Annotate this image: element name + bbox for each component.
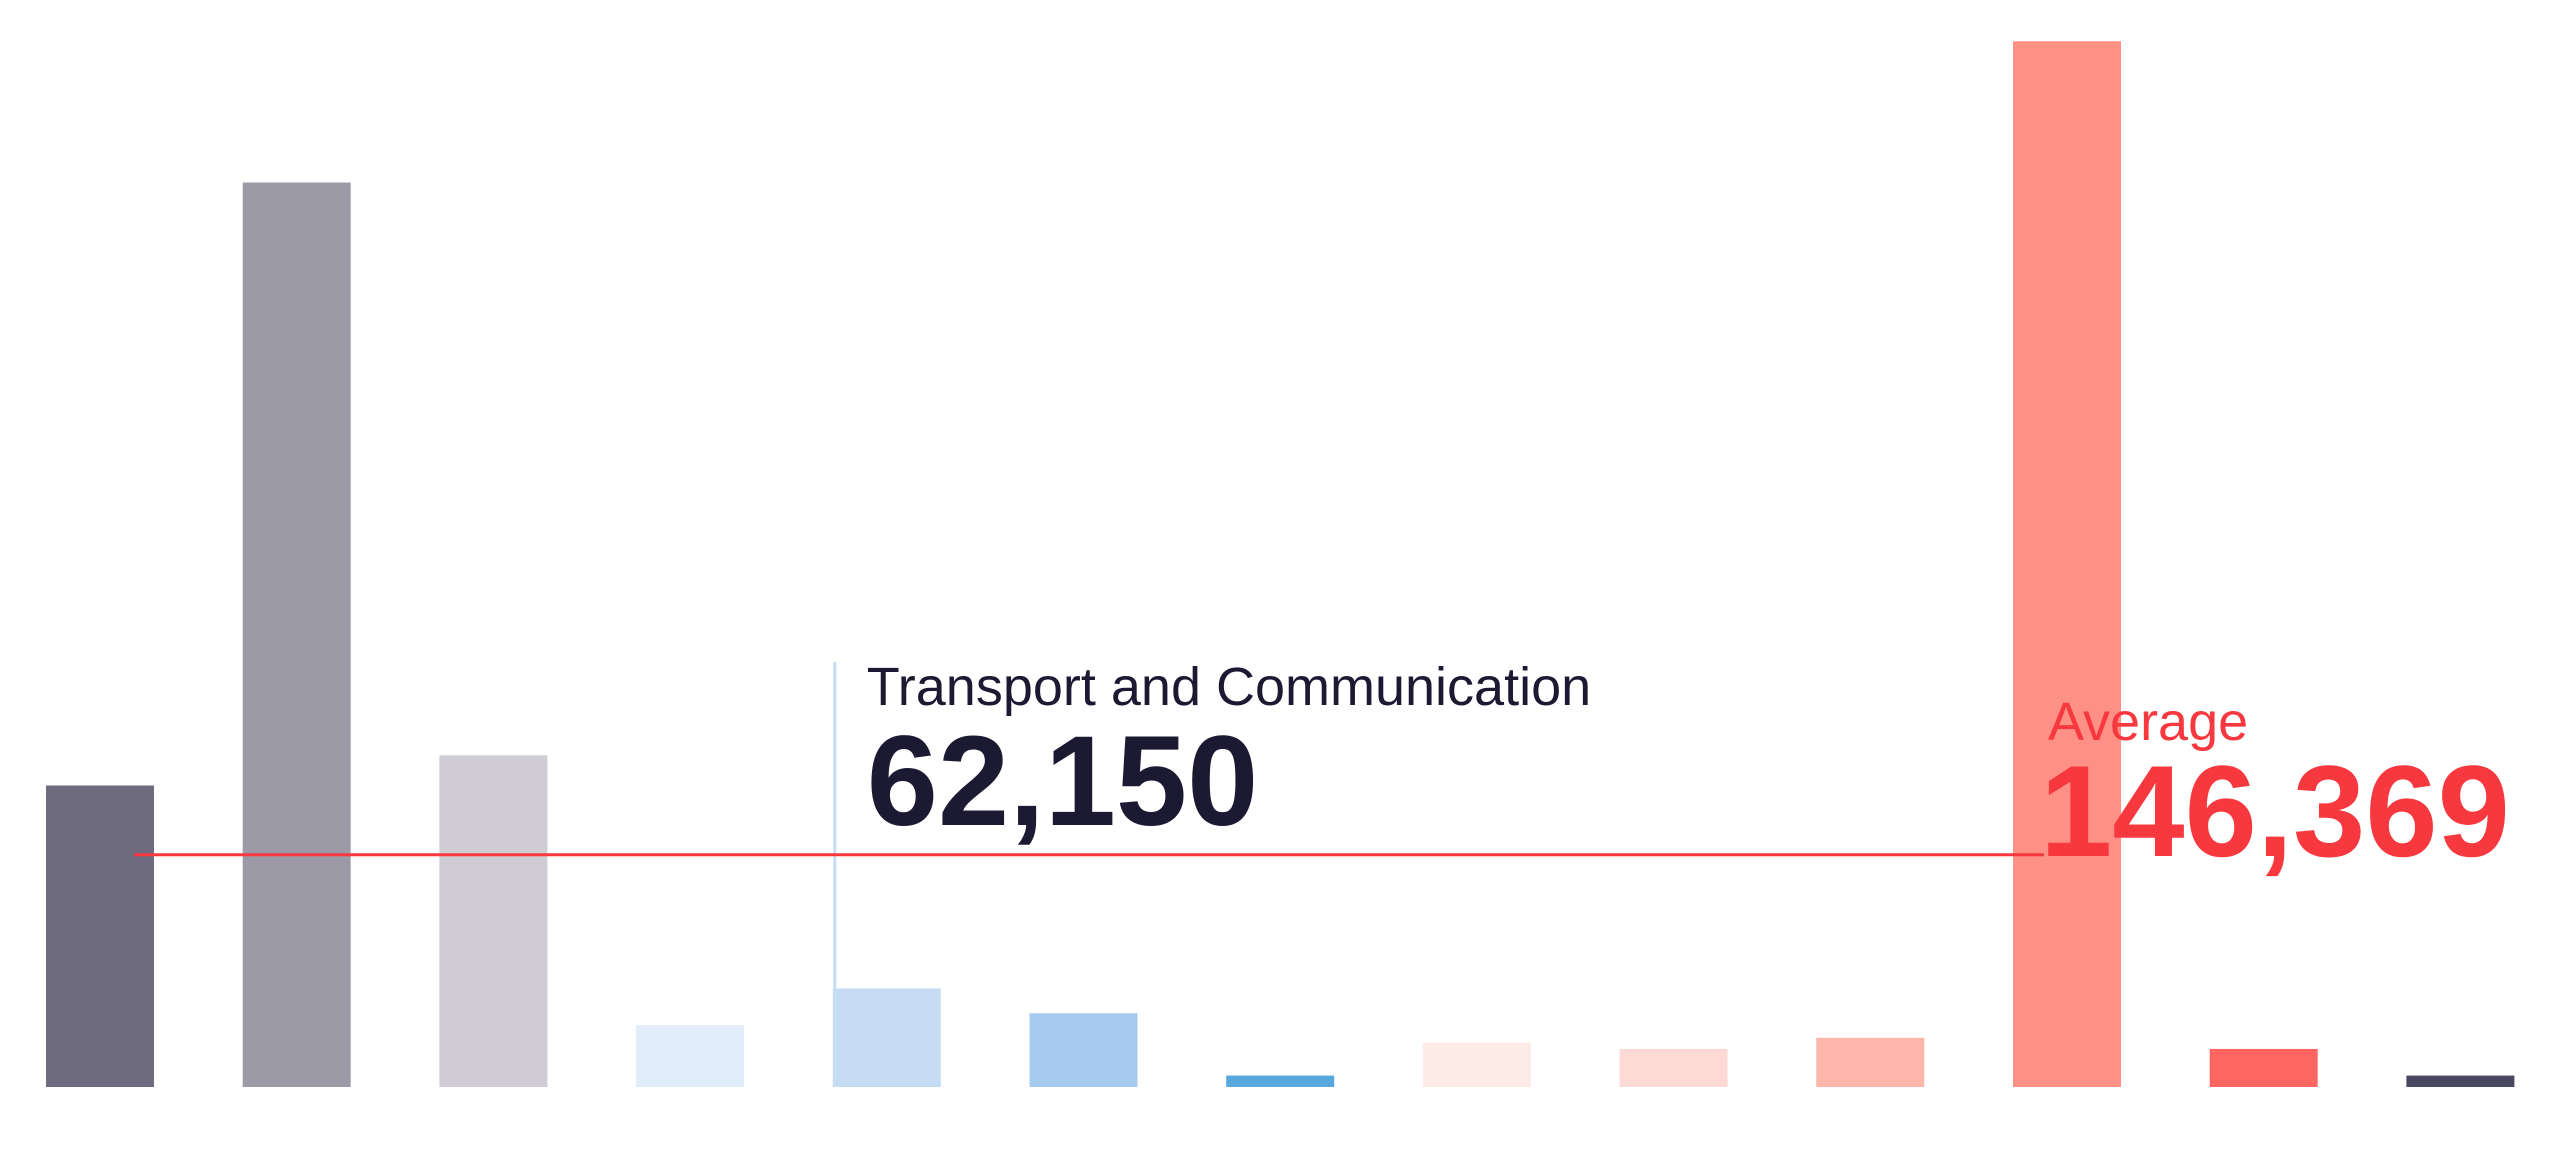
highlight-value: 62,150 bbox=[867, 710, 1259, 853]
bar bbox=[2013, 41, 2121, 1087]
bar bbox=[242, 182, 351, 1088]
bar bbox=[2209, 1048, 2318, 1087]
bar bbox=[832, 988, 941, 1087]
bar bbox=[1226, 1075, 1335, 1087]
bar bbox=[1816, 1037, 1925, 1087]
bar bbox=[1029, 1013, 1138, 1087]
bar bbox=[1422, 1042, 1531, 1087]
highlight-label: Transport and Communication bbox=[867, 657, 1591, 717]
bar bbox=[2406, 1075, 2515, 1087]
bar bbox=[439, 755, 548, 1087]
bar bbox=[46, 785, 154, 1087]
bar bbox=[1619, 1048, 1728, 1087]
bar bbox=[636, 1025, 745, 1087]
average-label: Average bbox=[2048, 692, 2248, 752]
average-value: 146,369 bbox=[2040, 738, 2510, 884]
